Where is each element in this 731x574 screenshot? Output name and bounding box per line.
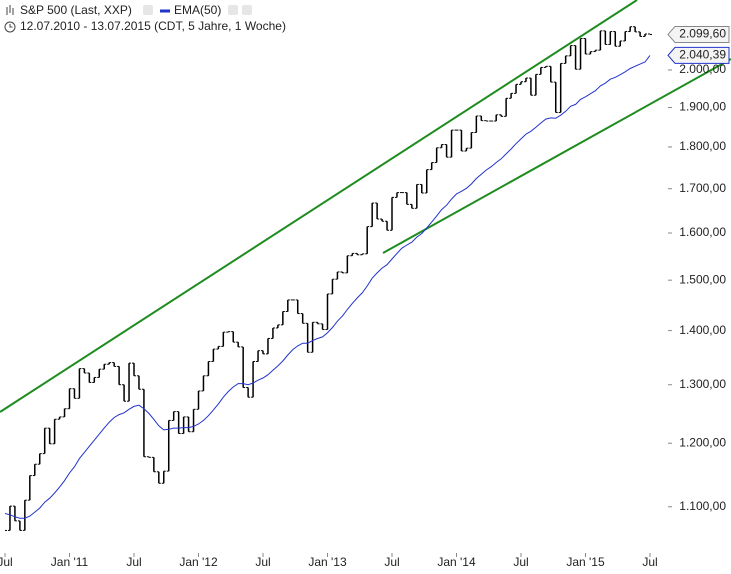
y-tick-label: 1.500,00 <box>679 272 726 286</box>
x-tick-label: Jul <box>513 555 528 569</box>
x-tick-label: Jul <box>0 555 13 569</box>
y-tick-label: 1.800,00 <box>679 139 726 153</box>
y-tick-label: 1.700,00 <box>679 181 726 195</box>
price-tag-label: 2.040,39 <box>679 48 726 62</box>
x-tick-label: Jan '13 <box>308 555 347 569</box>
ema-line <box>4 55 651 519</box>
y-tick-label: 1.200,00 <box>679 435 726 449</box>
x-tick-label: Jul <box>642 555 657 569</box>
subtitle: 12.07.2010 - 13.07.2015 (CDT, 5 Jahre, 1… <box>20 19 286 33</box>
settings-icon[interactable] <box>143 5 153 15</box>
lower-trend-line <box>382 58 731 254</box>
series-name: S&P 500 (Last, XXP) <box>20 3 132 17</box>
price-tag <box>667 46 730 64</box>
clock-hands <box>9 24 13 28</box>
settings-icon[interactable] <box>228 5 238 15</box>
y-tick-label: 1.600,00 <box>679 225 726 239</box>
x-tick-label: Jul <box>384 555 399 569</box>
price-tag <box>667 25 730 43</box>
chart-icon <box>6 5 14 15</box>
x-tick-label: Jan '15 <box>566 555 605 569</box>
x-tick-label: Jan '14 <box>437 555 476 569</box>
y-tick-label: 1.900,00 <box>679 100 726 114</box>
x-tick-label: Jul <box>126 555 141 569</box>
y-tick-label: 1.100,00 <box>679 499 726 513</box>
plot: 1.100,00 1.200,00 1.300,00 1.400,00 1.500,00… <box>0 25 730 569</box>
legend-label: EMA(50) <box>174 3 221 17</box>
x-tick-label: Jul <box>255 555 270 569</box>
clock-icon <box>4 21 16 33</box>
close-icon[interactable] <box>242 5 252 15</box>
y-tick-label: 1.400,00 <box>679 323 726 337</box>
x-tick-label: Jan '11 <box>51 555 89 569</box>
x-tick-label: Jan '12 <box>179 555 218 569</box>
upper-trend-line <box>0 0 638 413</box>
price-tag-label: 2.099,60 <box>679 27 726 41</box>
y-tick-label: 2.000,00 <box>679 62 726 76</box>
y-tick-label: 1.300,00 <box>679 377 726 391</box>
